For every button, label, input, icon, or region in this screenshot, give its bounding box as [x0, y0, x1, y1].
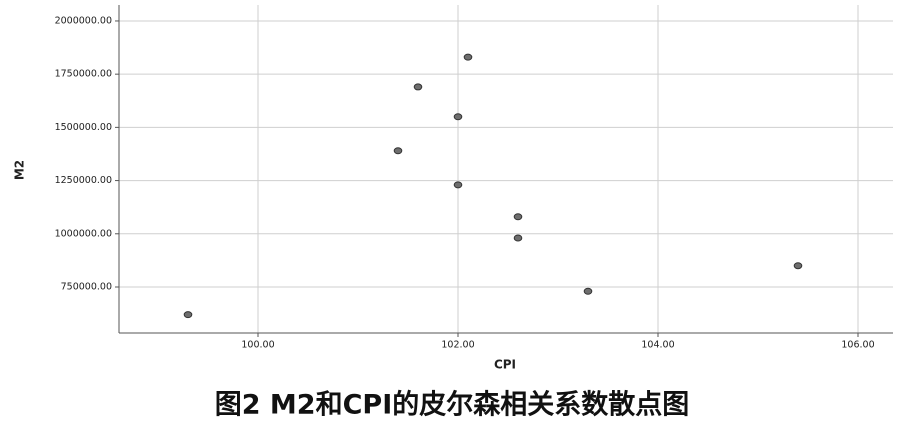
x-tick-label: 106.00 — [841, 340, 874, 351]
x-axis-label: CPI — [494, 358, 516, 372]
y-tick-label: 1250000.00 — [55, 175, 112, 186]
point — [463, 53, 473, 61]
chart-title: 图2 M2和CPI的皮尔森相关系数散点图 — [215, 389, 690, 421]
y-tick-label: 1500000.00 — [55, 122, 112, 133]
x-tick-label: 100.00 — [241, 340, 274, 351]
point — [183, 311, 193, 319]
point — [413, 83, 423, 91]
point — [793, 262, 803, 270]
y-tick-label: 1000000.00 — [55, 228, 112, 239]
y-axis-label: M2 — [13, 160, 27, 180]
point — [513, 234, 523, 242]
point — [513, 213, 523, 221]
point — [453, 181, 463, 189]
y-tick-label: 1750000.00 — [55, 69, 112, 80]
x-tick-label: 104.00 — [641, 340, 674, 351]
point — [453, 113, 463, 121]
y-tick-label: 2000000.00 — [55, 15, 112, 26]
x-tick-label: 102.00 — [441, 340, 474, 351]
point — [393, 147, 403, 155]
y-tick-label: 750000.00 — [61, 281, 112, 292]
point — [583, 287, 593, 295]
